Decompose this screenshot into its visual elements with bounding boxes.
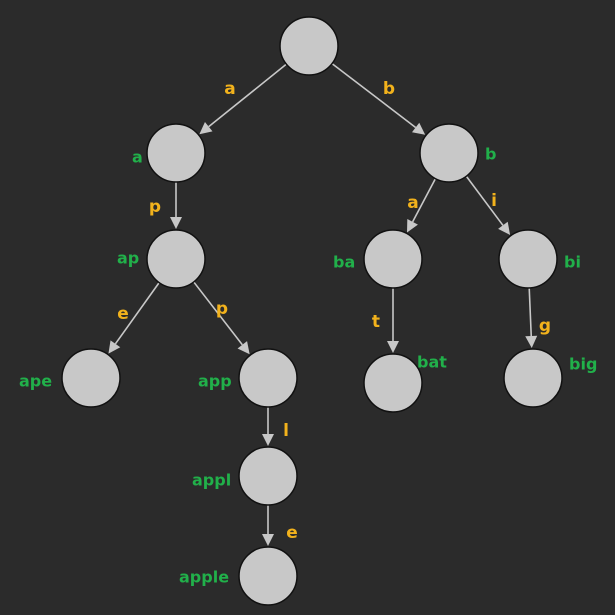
edge-label-b-ba: a — [407, 193, 418, 213]
arrowhead-icon — [498, 221, 511, 235]
nodes-layer — [61, 16, 563, 606]
node-bat — [363, 353, 423, 413]
node-app — [238, 348, 298, 408]
edge-root-a — [199, 63, 287, 135]
labels-layer: a b p e p l e a i t g a ap ape app appl apple b ba bat bi big — [19, 79, 597, 587]
node-bi — [498, 229, 558, 289]
arrowhead-icon — [199, 121, 213, 135]
edge-a-ap — [170, 182, 182, 229]
edge-label-root-a: a — [224, 79, 235, 99]
edge-ap-app — [193, 281, 250, 355]
arrowhead-icon — [407, 219, 418, 233]
edge-line — [193, 281, 243, 346]
edge-line — [528, 287, 533, 337]
arrowhead-icon — [387, 341, 399, 353]
arrowhead-icon — [525, 335, 538, 349]
node-ape — [61, 348, 121, 408]
edge-app-appl — [262, 407, 274, 446]
edge-bi-big — [525, 287, 538, 349]
edge-line — [465, 175, 504, 226]
node-label-apple: apple — [179, 568, 229, 587]
node-appl — [238, 446, 298, 506]
node-ap — [146, 229, 206, 289]
node-label-a: a — [132, 148, 143, 167]
node-a — [146, 123, 206, 183]
edge-root-b — [331, 62, 426, 135]
node-label-ba: ba — [333, 253, 355, 272]
arrowhead-icon — [411, 122, 426, 135]
edge-label-app-appl: l — [283, 421, 289, 441]
node-ba — [363, 229, 423, 289]
arrowhead-icon — [237, 341, 250, 355]
node-root — [279, 16, 339, 76]
node-label-big: big — [569, 355, 597, 374]
node-b — [419, 123, 479, 183]
edge-line — [411, 178, 437, 223]
node-label-app: app — [198, 372, 232, 391]
arrowhead-icon — [170, 217, 182, 229]
edge-label-ap-ape: e — [117, 304, 129, 324]
arrowhead-icon — [108, 340, 121, 354]
node-label-appl: appl — [192, 471, 231, 490]
edge-label-appl-apple: e — [286, 523, 298, 543]
node-label-ape: ape — [19, 372, 52, 391]
node-label-b: b — [485, 145, 496, 164]
edge-label-ba-bat: t — [372, 312, 380, 332]
edge-label-bi-big: g — [539, 316, 551, 336]
edge-appl-apple — [262, 505, 274, 546]
node-big — [503, 348, 563, 408]
edge-label-root-b: b — [383, 79, 395, 99]
edge-b-bi — [465, 175, 511, 235]
node-label-bat: bat — [417, 353, 447, 372]
edge-label-b-bi: i — [491, 191, 497, 211]
arrowhead-icon — [262, 434, 274, 446]
node-label-bi: bi — [564, 253, 581, 272]
edge-line — [331, 62, 417, 129]
edges-layer — [108, 62, 538, 546]
edge-line — [208, 63, 287, 128]
arrowhead-icon — [262, 534, 274, 546]
edge-label-ap-app: p — [216, 299, 228, 319]
edge-line — [114, 282, 160, 345]
edge-ba-bat — [387, 288, 399, 353]
node-label-ap: ap — [117, 249, 139, 268]
edge-b-ba — [407, 178, 437, 233]
edge-ap-ape — [108, 282, 160, 354]
node-apple — [238, 546, 298, 606]
edge-label-a-ap: p — [149, 197, 161, 217]
